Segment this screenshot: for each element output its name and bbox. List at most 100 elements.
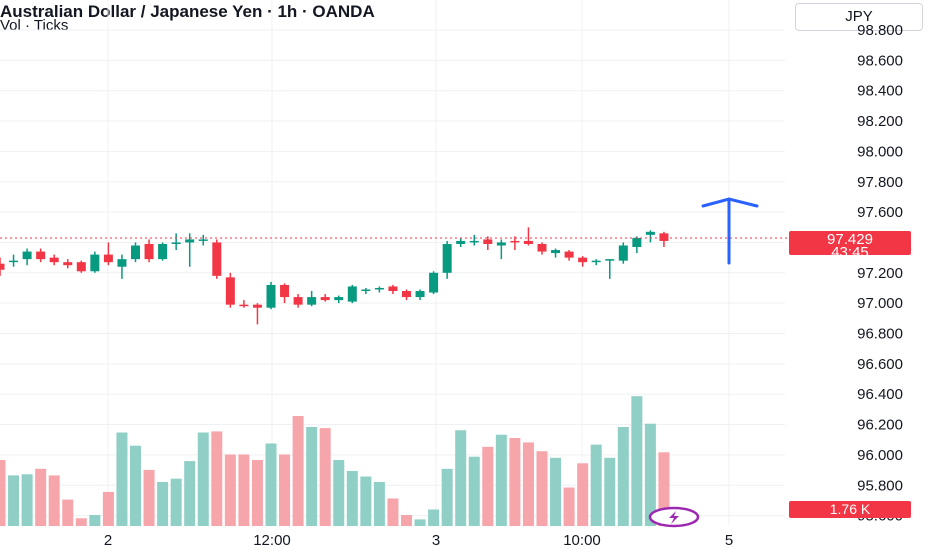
candle — [320, 294, 330, 302]
price-tick: 98.600 — [857, 52, 903, 69]
time-tick: 10:00 — [563, 532, 601, 549]
volume-bar — [157, 482, 169, 526]
candle — [144, 239, 154, 263]
volume-bar — [265, 443, 277, 526]
time-axis: 2 12:00 3 10:00 5 — [104, 532, 733, 549]
candle — [198, 234, 208, 246]
volume-bar — [8, 475, 20, 526]
volume-bar — [143, 469, 155, 526]
candle — [9, 254, 19, 267]
candle — [388, 284, 398, 295]
volume-bar — [428, 509, 440, 526]
price-tick: 98.800 — [857, 22, 903, 39]
volume-bar — [197, 432, 209, 526]
price-tick: 96.800 — [857, 326, 903, 343]
candle — [76, 260, 86, 273]
time-tick: 2 — [104, 532, 112, 549]
last-price-value: 97.429 — [827, 231, 873, 248]
lightning-icon[interactable] — [648, 506, 700, 528]
candle — [402, 289, 411, 301]
volume-bar — [631, 396, 643, 526]
volume-bar — [360, 476, 372, 526]
volume-bar — [536, 451, 548, 526]
price-tick: 98.000 — [857, 143, 903, 160]
volume-bar — [590, 444, 602, 526]
volume-bar — [577, 463, 589, 526]
volume-bar — [292, 416, 304, 526]
price-tick: 97.200 — [857, 265, 903, 282]
volume-bar — [522, 442, 534, 526]
candle — [90, 251, 100, 273]
volume-bar — [550, 457, 562, 526]
candlesticks — [0, 227, 669, 325]
candle — [252, 303, 262, 325]
volume-bar — [238, 454, 250, 526]
time-tick: 3 — [432, 532, 440, 549]
time-tick: 12:00 — [253, 532, 291, 549]
volume-bar — [414, 519, 426, 526]
volume-bar — [441, 468, 453, 526]
volume-bar — [0, 460, 6, 526]
candle — [442, 240, 452, 279]
up-arrow-icon[interactable] — [701, 197, 759, 265]
price-tick: 96.600 — [857, 356, 903, 373]
volume-bar — [563, 487, 575, 526]
volume-bar — [387, 498, 399, 526]
candle — [280, 283, 290, 304]
candle — [551, 248, 561, 258]
candle — [293, 294, 303, 308]
candle — [103, 242, 113, 266]
volume-bar — [509, 438, 521, 526]
volume-bar — [116, 432, 128, 526]
candle — [523, 227, 533, 246]
volume-bar — [495, 434, 507, 526]
volume-bar — [211, 431, 223, 526]
price-tick: 98.400 — [857, 83, 903, 100]
candle — [415, 289, 425, 301]
candle — [334, 295, 344, 304]
volume-bar — [279, 454, 291, 526]
candle — [537, 242, 547, 255]
price-tick: 95.800 — [857, 477, 903, 494]
candle — [0, 257, 5, 276]
volume-bar — [62, 499, 74, 526]
currency-button[interactable]: JPY — [795, 3, 923, 31]
candle — [510, 236, 520, 251]
price-tick: 98.200 — [857, 113, 903, 130]
volume-bar — [644, 423, 656, 526]
volume-bar — [455, 430, 467, 526]
volume-bars — [0, 396, 670, 526]
candle — [659, 231, 669, 248]
volume-bar — [75, 518, 87, 526]
candle — [605, 259, 615, 279]
volume-bar — [346, 471, 358, 526]
last-price-badge: 97.429 43:45 — [789, 231, 911, 261]
chart-title: Australian Dollar / Japanese Yen · 1h · … — [0, 2, 375, 21]
volume-bar — [333, 460, 345, 526]
candle — [239, 300, 249, 308]
candle — [618, 242, 628, 264]
candle — [307, 291, 317, 307]
volume-bar — [617, 427, 629, 526]
price-tick: 97.000 — [857, 295, 903, 312]
price-tick: 96.200 — [857, 417, 903, 434]
volume-bar — [401, 515, 412, 526]
candle — [496, 239, 506, 260]
volume-bar — [102, 491, 114, 526]
candle — [158, 242, 168, 261]
candle — [22, 248, 32, 266]
volume-bar — [319, 428, 331, 526]
volume-bar — [35, 468, 47, 526]
candle — [185, 233, 195, 267]
candle — [131, 242, 140, 263]
candle — [117, 254, 127, 279]
candle — [36, 248, 46, 263]
candle — [374, 286, 384, 293]
volume-bar — [89, 515, 101, 526]
candle — [591, 259, 601, 266]
candle — [361, 287, 371, 295]
candle — [63, 259, 73, 269]
last-volume-badge: 1.76 K — [789, 501, 911, 518]
volume-bar — [48, 475, 60, 526]
